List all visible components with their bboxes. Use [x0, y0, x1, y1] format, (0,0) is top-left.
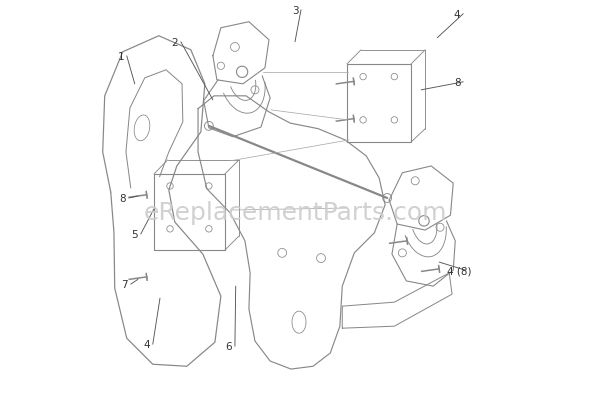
- Text: 4: 4: [143, 339, 150, 349]
- Text: 5: 5: [132, 229, 138, 239]
- Text: 1: 1: [117, 52, 124, 62]
- Text: 4 (8): 4 (8): [447, 265, 471, 275]
- Text: 7: 7: [122, 279, 128, 290]
- Text: 3: 3: [291, 6, 299, 16]
- Text: 2: 2: [172, 38, 178, 48]
- Text: eReplacementParts.com: eReplacementParts.com: [143, 200, 447, 225]
- Text: 8: 8: [119, 194, 126, 203]
- Text: 8: 8: [454, 78, 461, 87]
- Text: 4: 4: [454, 10, 461, 20]
- Text: 6: 6: [225, 341, 232, 351]
